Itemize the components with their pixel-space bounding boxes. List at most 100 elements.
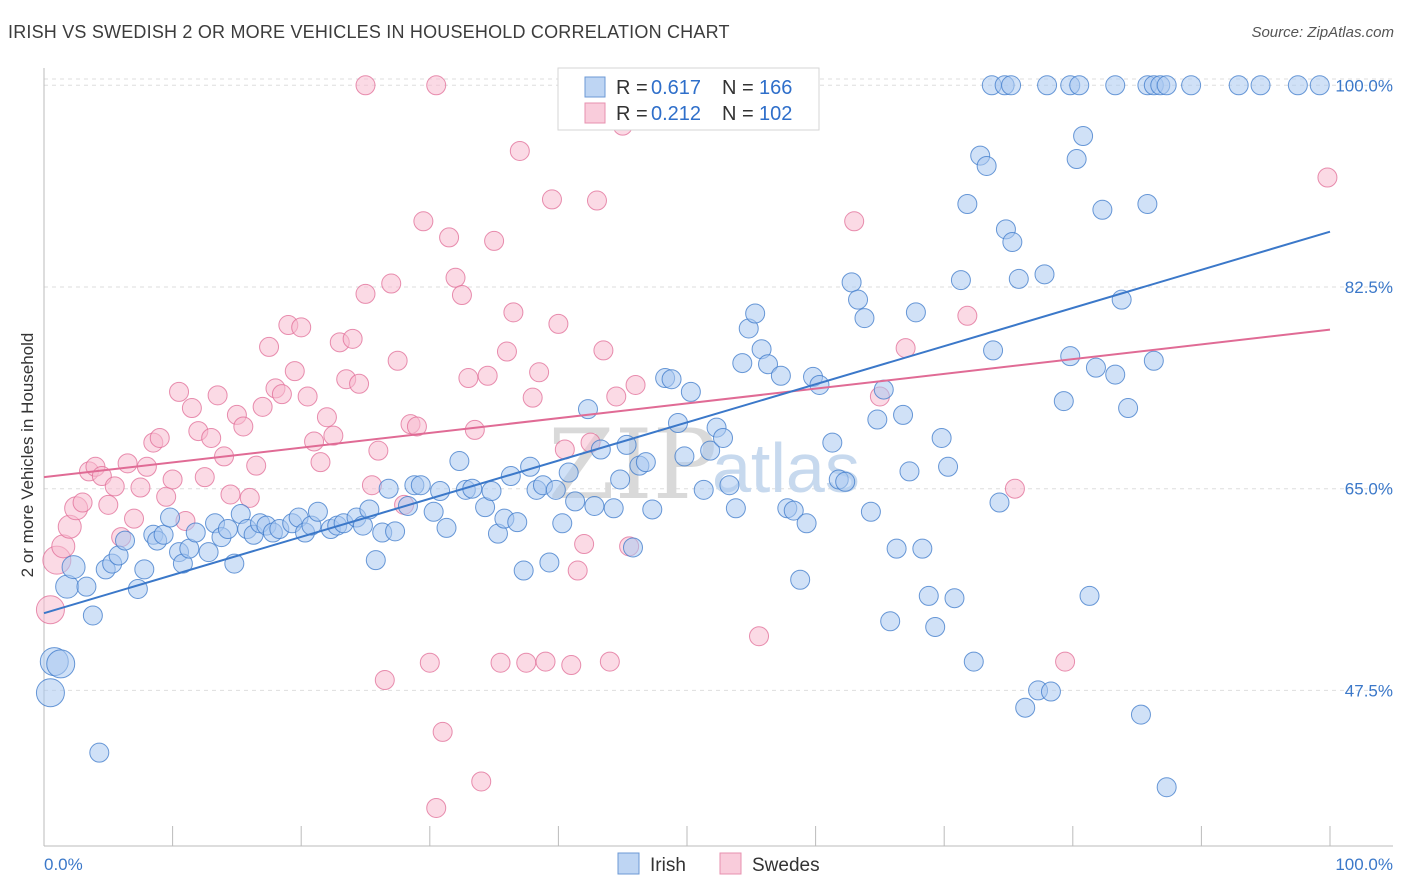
irish-point — [378, 478, 399, 499]
irish-r-value: 0.617 — [651, 77, 701, 99]
irish-point — [1105, 364, 1126, 385]
irish-point — [1066, 149, 1087, 170]
swedes-point — [477, 365, 498, 386]
swedes-point — [471, 771, 492, 792]
irish-point — [481, 481, 502, 502]
irish-point — [616, 434, 637, 455]
swedes-bottom-swatch — [719, 852, 742, 875]
swedes-point — [233, 416, 254, 437]
irish-point — [989, 492, 1010, 513]
swedes-point — [201, 427, 222, 448]
swedes-point — [169, 381, 190, 402]
irish-trend-line — [43, 230, 1331, 615]
swedes-point — [541, 189, 562, 210]
irish-point — [423, 501, 444, 522]
irish-point — [513, 560, 534, 581]
irish-point — [545, 479, 566, 500]
irish-point — [1250, 75, 1271, 96]
irish-point — [552, 513, 573, 534]
irish-point — [539, 552, 560, 573]
swedes-point — [509, 140, 530, 161]
y-tick-label: 82.5% — [1345, 278, 1393, 297]
irish-point — [873, 379, 894, 400]
swedes-point — [239, 487, 260, 508]
source-label: Source: ZipAtlas.com — [1251, 24, 1394, 41]
irish-point — [89, 742, 110, 763]
irish-point — [153, 524, 174, 545]
swedes-legend-swatch — [584, 102, 606, 124]
irish-point — [1156, 777, 1177, 798]
stats-legend: R = 0.617 N = 166 R = 0.212 N = 102 — [557, 67, 820, 131]
swedes-n-label: N = — [722, 103, 754, 125]
irish-point — [880, 611, 901, 632]
swedes-point — [304, 431, 325, 452]
irish-point — [983, 340, 1004, 361]
swedes-point — [130, 477, 151, 498]
swedes-point — [374, 670, 395, 691]
irish-point — [449, 451, 470, 472]
irish-point — [944, 588, 965, 609]
irish-point — [590, 439, 611, 460]
swedes-point — [445, 267, 466, 288]
irish-point — [938, 456, 959, 477]
swedes-point — [464, 419, 485, 440]
swedes-r-value: 0.212 — [651, 103, 701, 125]
swedes-point — [361, 475, 382, 496]
chart-title: IRISH VS SWEDISH 2 OR MORE VEHICLES IN H… — [8, 22, 730, 42]
irish-point — [430, 481, 451, 502]
irish-point — [1053, 391, 1074, 412]
irish-point — [783, 500, 804, 521]
irish-points — [35, 75, 1330, 798]
irish-point — [860, 501, 881, 522]
irish-point — [635, 452, 656, 473]
swedes-point — [181, 398, 202, 419]
swedes-point — [323, 425, 344, 446]
irish-point — [1137, 194, 1158, 215]
irish-point — [558, 462, 579, 483]
swedes-point — [162, 469, 183, 490]
swedes-point — [149, 427, 170, 448]
irish-point — [410, 475, 431, 496]
swedes-point — [548, 313, 569, 334]
swedes-point — [368, 440, 389, 461]
swedes-point — [387, 350, 408, 371]
irish-point — [610, 469, 631, 490]
irish-point — [674, 446, 695, 467]
swedes-point — [35, 595, 65, 625]
swedes-point — [72, 492, 93, 513]
x-axis-ticks — [43, 826, 1331, 846]
swedes-point — [844, 211, 865, 232]
swedes-trend-line — [43, 328, 1331, 479]
irish-point — [217, 519, 238, 540]
irish-point — [1085, 357, 1106, 378]
swedes-point — [749, 626, 770, 647]
irish-point — [642, 499, 663, 520]
swedes-point — [1004, 478, 1025, 499]
irish-point — [1001, 75, 1022, 96]
swedes-point — [439, 227, 460, 248]
swedes-point — [406, 416, 427, 437]
swedes-point — [252, 396, 273, 417]
y-tick-label: 47.5% — [1345, 681, 1393, 700]
swedes-point — [297, 386, 318, 407]
irish-point — [700, 440, 721, 461]
irish-point — [1008, 268, 1029, 289]
irish-point — [745, 303, 766, 324]
swedes-point — [535, 651, 556, 672]
swedes-point — [271, 384, 292, 405]
swedes-point — [246, 455, 267, 476]
irish-point — [918, 585, 939, 606]
irish-point — [661, 369, 682, 390]
swedes-point — [220, 484, 241, 505]
irish-point — [507, 512, 528, 533]
irish-point — [1034, 264, 1055, 285]
irish-point — [134, 559, 155, 580]
irish-point — [46, 649, 76, 679]
irish-point — [1118, 398, 1139, 419]
y-tick-label: 65.0% — [1345, 480, 1393, 499]
swedes-point — [599, 651, 620, 672]
swedes-point — [426, 797, 447, 818]
irish-point — [1092, 199, 1113, 220]
irish-point — [758, 354, 779, 375]
swedes-point — [419, 652, 440, 673]
